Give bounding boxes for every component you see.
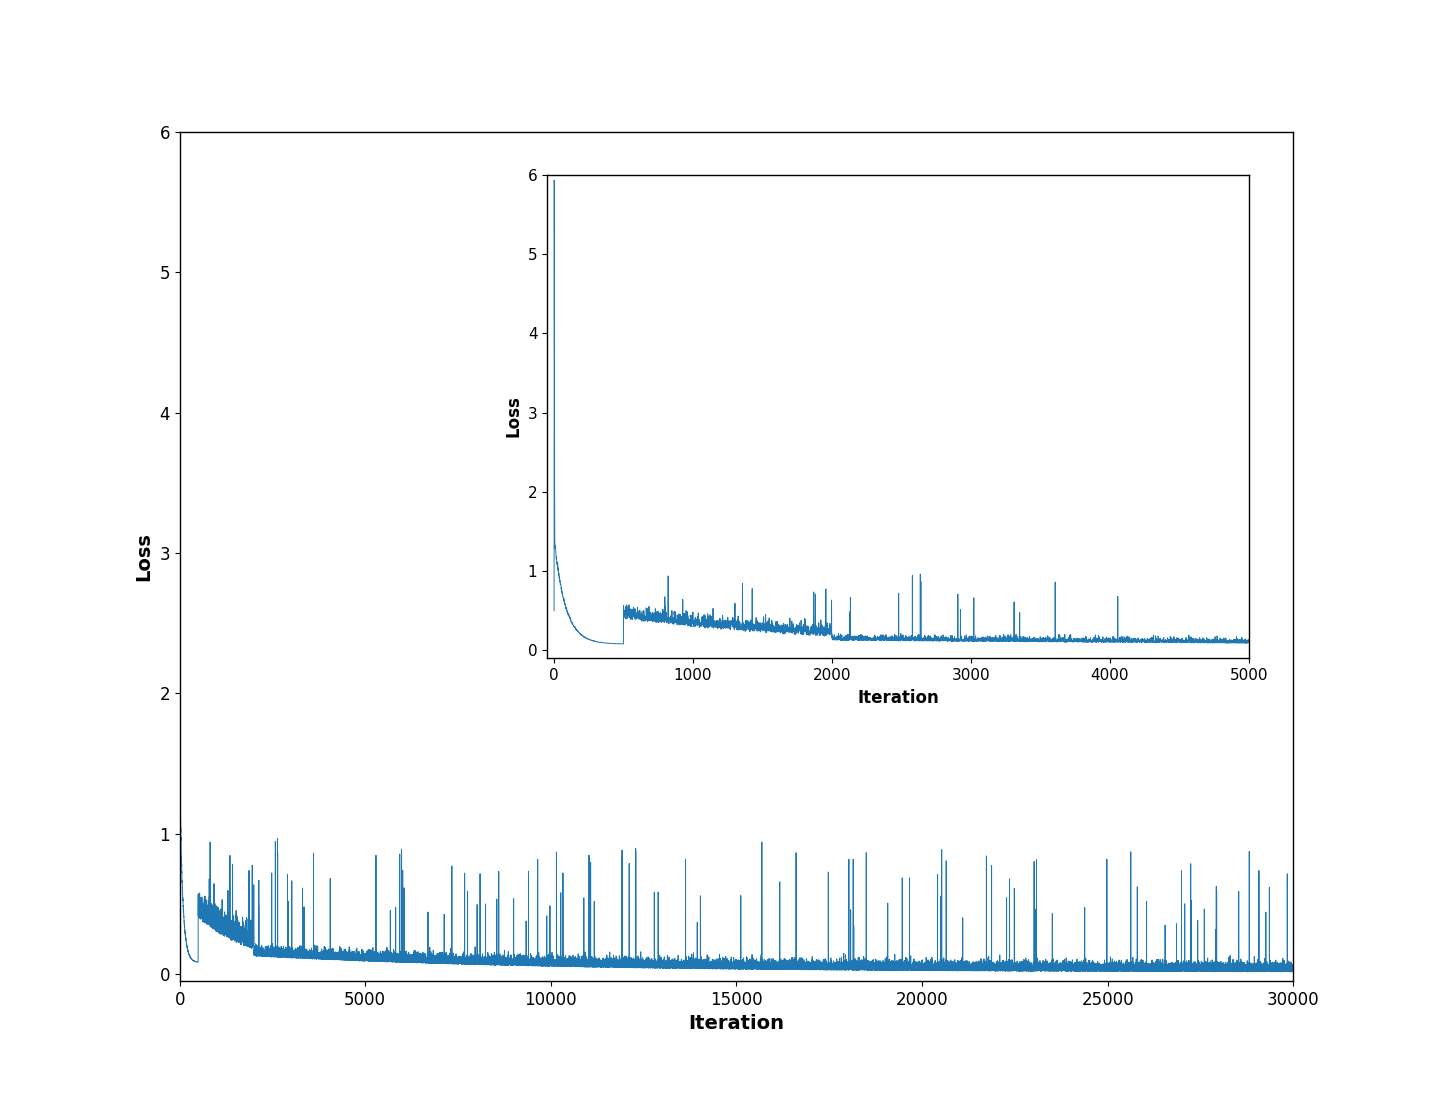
X-axis label: Iteration: Iteration (688, 1014, 785, 1033)
Y-axis label: Loss: Loss (504, 396, 522, 437)
X-axis label: Iteration: Iteration (856, 689, 938, 706)
Y-axis label: Loss: Loss (135, 532, 154, 581)
